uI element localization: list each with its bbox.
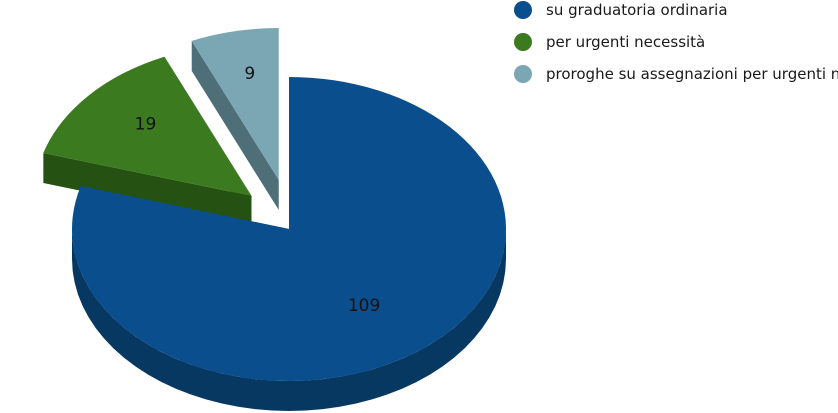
- legend-swatch: [514, 65, 532, 83]
- pie-data-label: 9: [244, 64, 255, 84]
- pie-slice[interactable]: [71, 77, 507, 381]
- pie-slice-rim: [72, 229, 506, 411]
- pie-slice[interactable]: [43, 56, 252, 196]
- legend-swatch: [514, 1, 532, 19]
- legend-item[interactable]: proroghe su assegnazioni per urgenti n: [514, 64, 838, 96]
- legend-label: su graduatoria ordinaria: [546, 1, 728, 19]
- pie-tops: [43, 28, 507, 381]
- pie-data-label: 109: [348, 296, 380, 316]
- pie-data-label: 19: [135, 114, 157, 134]
- legend: su graduatoria ordinaria per urgenti nec…: [514, 0, 838, 96]
- pie-slice[interactable]: [191, 28, 279, 181]
- pie-data-labels: 109 19 9: [135, 64, 381, 316]
- legend-swatch: [514, 33, 532, 51]
- pie-slice-wall: [43, 152, 252, 226]
- legend-item[interactable]: su graduatoria ordinaria: [514, 0, 838, 32]
- pie-slice-wall: [191, 40, 279, 211]
- legend-label: per urgenti necessità: [546, 33, 706, 51]
- legend-item[interactable]: per urgenti necessità: [514, 32, 838, 64]
- legend-label: proroghe su assegnazioni per urgenti n: [546, 65, 838, 83]
